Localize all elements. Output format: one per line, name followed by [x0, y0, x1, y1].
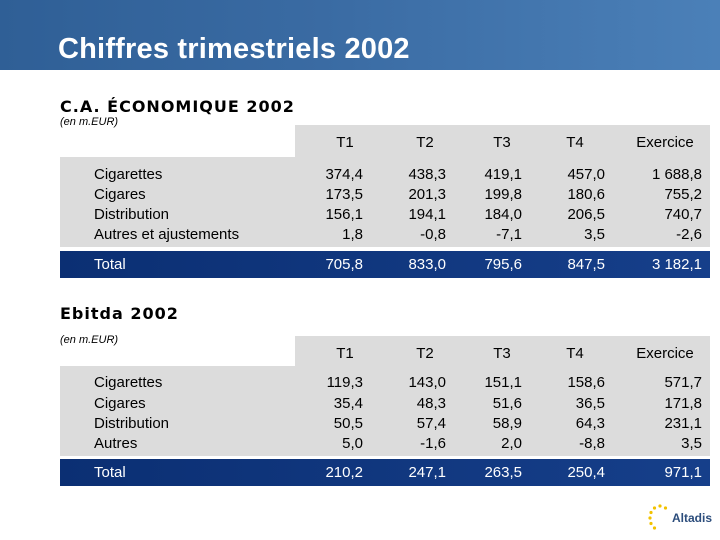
s1-cell: 206,5	[567, 206, 605, 223]
s1-cell: 457,0	[567, 166, 605, 183]
s1-col-t4: T4	[566, 134, 584, 151]
s1-col-exercice: Exercice	[636, 134, 694, 151]
s2-cell: 35,4	[333, 395, 363, 412]
s2-cell: 119,3	[326, 374, 363, 391]
s1-cell: 199,8	[484, 186, 522, 203]
s1-row-label: Cigarettes	[94, 166, 163, 183]
s2-cell: 5,0	[342, 435, 363, 452]
section1-body-band	[60, 157, 710, 247]
s1-cell: 740,7	[664, 206, 702, 223]
section2-total-row: Total 210,2 247,1 263,5 250,4 971,1	[60, 459, 710, 486]
s2-row-label: Cigares	[94, 395, 146, 412]
s2-total-cell: 263,5	[484, 464, 522, 481]
s1-cell: 438,3	[408, 166, 446, 183]
s1-cell: 194,1	[408, 206, 446, 223]
logo-text: Altadis	[672, 511, 713, 525]
s2-cell: 151,1	[484, 374, 522, 391]
page-title: Chiffres trimestriels 2002	[58, 33, 410, 65]
s1-cell: 3,5	[584, 226, 605, 243]
s2-total-cell: 247,1	[408, 464, 446, 481]
s1-cell: 184,0	[484, 206, 522, 223]
title-bar: Chiffres trimestriels 2002	[0, 0, 720, 70]
s2-row-label: Cigarettes	[94, 374, 163, 391]
s2-cell: 57,4	[416, 415, 446, 432]
s1-total-label: Total	[94, 256, 126, 273]
s2-cell: 2,0	[501, 435, 522, 452]
s1-total-cell: 705,8	[325, 256, 363, 273]
s2-cell: 48,3	[416, 395, 446, 412]
s2-cell: 231,1	[664, 415, 702, 432]
s1-cell: -2,6	[676, 226, 702, 243]
s1-row-label: Distribution	[94, 206, 170, 223]
s1-total-cell: 833,0	[408, 256, 446, 273]
s1-cell: 374,4	[325, 166, 363, 183]
s2-col-t2: T2	[416, 345, 434, 362]
s1-cell: 1,8	[342, 226, 363, 243]
s2-col-t4: T4	[566, 345, 584, 362]
s2-cell: 171,8	[664, 395, 702, 412]
s2-total-cell: 250,4	[567, 464, 605, 481]
s2-cell: 143,0	[408, 374, 446, 391]
s2-cell: 158,6	[567, 374, 605, 391]
s1-col-t3: T3	[493, 134, 511, 151]
section1-unit: (en m.EUR)	[60, 116, 119, 128]
s1-total-cell: 3 182,1	[651, 256, 702, 273]
s1-total-cell: 795,6	[484, 256, 522, 273]
s1-col-t2: T2	[416, 134, 434, 151]
s2-col-t3: T3	[493, 345, 511, 362]
section1-title: C.A. ÉCONOMIQUE 2002	[60, 97, 295, 116]
s1-cell: 180,6	[567, 186, 605, 203]
section2-body-band	[60, 366, 710, 456]
s2-row-label: Distribution	[94, 415, 170, 432]
s2-cell: 50,5	[333, 415, 363, 432]
s2-cell: 58,9	[492, 415, 522, 432]
star-arc-icon	[648, 504, 668, 530]
s1-cell: -0,8	[420, 226, 446, 243]
s2-col-exercice: Exercice	[636, 345, 694, 362]
s2-cell: -8,8	[579, 435, 605, 452]
s1-cell: 201,3	[408, 186, 446, 203]
s2-cell: 36,5	[575, 395, 605, 412]
s2-total-label: Total	[94, 464, 126, 481]
s1-cell: 419,1	[484, 166, 522, 183]
s1-cell: 755,2	[664, 186, 702, 203]
s1-cell: 156,1	[325, 206, 363, 223]
s1-cell: 1 688,8	[651, 166, 702, 183]
s2-cell: -1,6	[420, 435, 446, 452]
s2-cell: 64,3	[575, 415, 605, 432]
s1-row-label: Cigares	[94, 186, 146, 203]
s2-col-t1: T1	[336, 345, 354, 362]
s2-cell: 571,7	[664, 374, 702, 391]
s1-row-label: Autres et ajustements	[94, 226, 240, 243]
section1-total-row: Total 705,8 833,0 795,6 847,5 3 182,1	[60, 251, 710, 278]
s1-cell: 173,5	[325, 186, 363, 203]
section1-header-band	[295, 125, 710, 161]
section2-unit: (en m.EUR)	[60, 334, 119, 346]
s1-col-t1: T1	[336, 134, 354, 151]
s2-total-cell: 971,1	[664, 464, 702, 481]
s2-cell: 51,6	[492, 395, 522, 412]
s1-total-cell: 847,5	[567, 256, 605, 273]
s2-total-cell: 210,2	[325, 464, 363, 481]
s1-cell: -7,1	[496, 226, 522, 243]
section2-title: Ebitda 2002	[60, 304, 179, 323]
s2-row-label: Autres	[94, 435, 138, 452]
altadis-logo: Altadis	[648, 503, 718, 533]
s2-cell: 3,5	[681, 435, 702, 452]
